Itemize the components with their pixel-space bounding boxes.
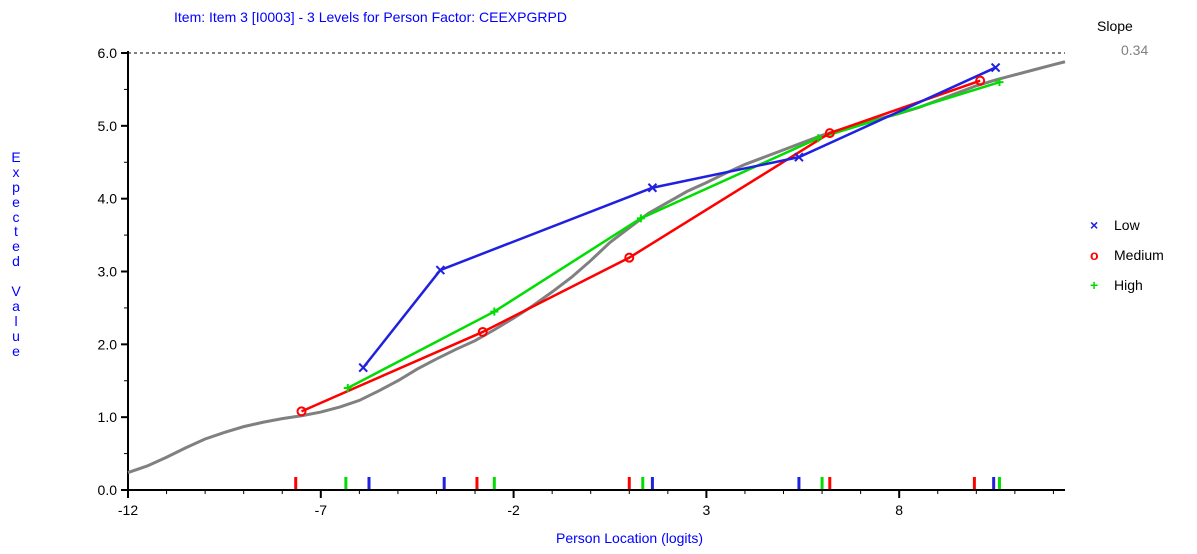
x-tick-label: 8: [895, 502, 903, 518]
y-tick-label: 0.0: [98, 482, 118, 498]
legend-item-high: + High: [1090, 270, 1164, 300]
legend-label-high: High: [1114, 277, 1143, 293]
data-point-medium: [296, 406, 307, 417]
legend-marker-medium: o: [1090, 247, 1099, 263]
y-tick-label: 6.0: [98, 45, 118, 61]
y-tick-label: 2.0: [98, 336, 118, 352]
x-tick-label: -2: [507, 502, 520, 518]
data-point-low: [435, 265, 446, 275]
data-point-high: [490, 307, 499, 316]
data-point-medium: [624, 252, 635, 263]
legend-marker-low: ×: [1090, 217, 1099, 233]
chart-title: Item: Item 3 [I0003] - 3 Levels for Pers…: [174, 9, 567, 25]
slope-value: 0.34: [1121, 42, 1149, 58]
legend-marker-high: +: [1090, 277, 1099, 293]
data-point-high: [636, 214, 645, 223]
data-point-low: [794, 152, 804, 162]
y-tick-label: 1.0: [98, 409, 118, 425]
data-point-medium: [975, 75, 986, 86]
legend-item-medium: o Medium: [1090, 240, 1164, 270]
data-point-low: [358, 362, 368, 373]
slope-label: Slope: [1097, 18, 1133, 34]
data-point-high: [995, 78, 1004, 87]
data-point-medium: [477, 326, 488, 337]
legend-label-medium: Medium: [1114, 247, 1164, 263]
legend-label-low: Low: [1114, 217, 1140, 233]
legend-item-low: × Low: [1090, 210, 1164, 240]
legend: × Low o Medium + High: [1090, 210, 1164, 300]
x-axis-label: Person Location (logits): [556, 530, 704, 546]
data-point-medium: [824, 128, 835, 139]
series-line-high: [347, 80, 1000, 390]
x-tick-label: -7: [315, 502, 328, 518]
x-tick-label: 3: [702, 502, 710, 518]
data-point-high: [343, 384, 352, 393]
x-tick-label: -12: [118, 502, 138, 518]
data-point-low: [990, 62, 1001, 73]
y-tick-label: 5.0: [98, 118, 118, 134]
y-tick-label: 4.0: [98, 191, 118, 207]
data-point-low: [647, 183, 658, 193]
series-line-medium: [301, 79, 981, 413]
y-tick-label: 3.0: [98, 264, 118, 280]
icc-curve: [127, 60, 1066, 474]
data-point-high: [814, 134, 823, 143]
